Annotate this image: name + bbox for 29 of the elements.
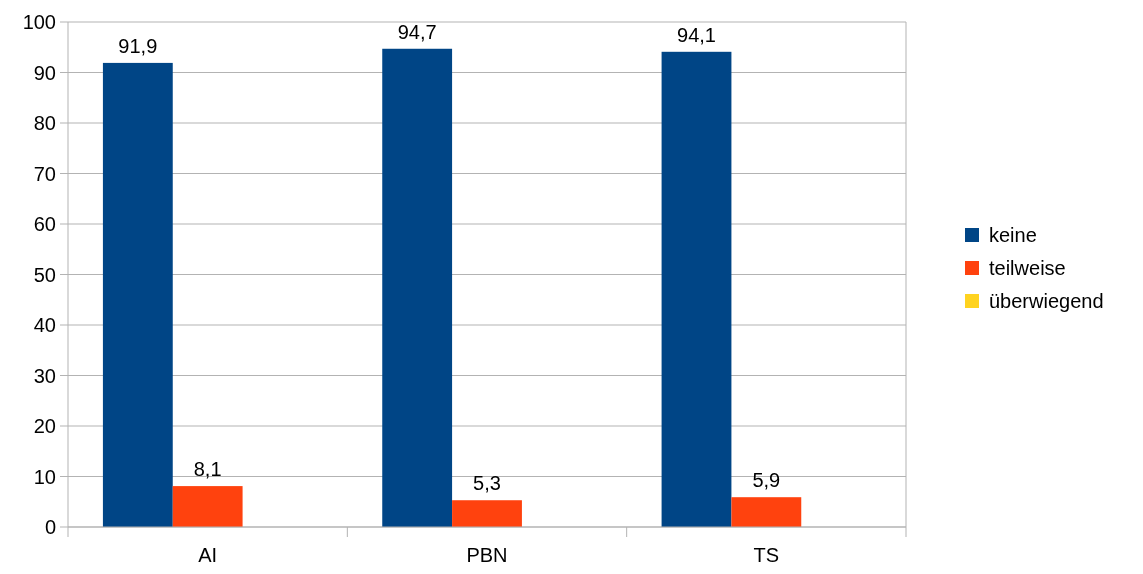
y-tick-label: 10 [33,465,56,488]
legend-label: teilweise [989,257,1066,279]
x-tick-label: TS [753,544,780,566]
y-tick-label: 80 [33,112,56,134]
bar [172,486,243,527]
y-tick-label: 50 [33,263,56,286]
bar [452,500,522,527]
data-label: 94,1 [677,23,716,46]
x-tick-label: PBN [466,544,508,566]
data-label: 8,1 [193,458,222,481]
y-tick-label: 90 [33,61,56,84]
y-tick-label: 0 [44,516,56,538]
y-tick-label: 60 [33,213,56,235]
data-label: 5,3 [473,472,501,495]
data-label: 5,9 [752,469,781,492]
bar [382,48,453,527]
legend-label: keine [989,224,1037,246]
data-label: 91,9 [118,34,158,57]
y-tick-label: 70 [33,162,56,185]
x-tick-label: AI [198,544,218,566]
y-tick-label: 40 [33,314,56,336]
y-tick-label: 30 [33,364,56,387]
y-tick-label: 20 [33,415,56,437]
bar [661,51,732,527]
legend-label: überwiegend [989,290,1104,312]
bar [102,62,173,527]
y-tick-label: 100 [22,11,56,33]
data-label: 94,7 [397,20,437,43]
bar [731,497,802,527]
